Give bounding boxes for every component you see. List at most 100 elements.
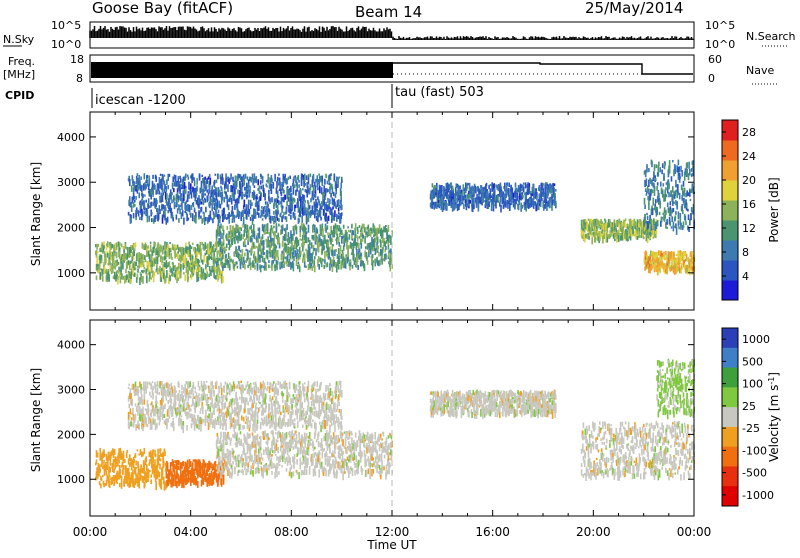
echo-cell <box>284 174 286 178</box>
echo-cell <box>260 180 262 184</box>
echo-cell <box>278 257 280 261</box>
echo-cell <box>185 174 187 179</box>
echo-cell <box>144 267 146 270</box>
echo-cell <box>675 211 677 215</box>
echo-cell <box>222 249 224 254</box>
echo-cell <box>332 250 334 257</box>
y-tick-label: 3000 <box>57 176 85 189</box>
echo-cell <box>151 218 153 222</box>
echo-cell <box>251 202 253 206</box>
echo-cell <box>220 233 222 240</box>
echo-cell <box>676 254 678 256</box>
echo-cell <box>181 265 183 268</box>
echo-cell <box>666 219 668 222</box>
echo-cell <box>475 187 477 194</box>
echo-cell <box>119 242 121 246</box>
echo-cell <box>196 193 198 195</box>
echo-cell <box>683 191 685 197</box>
echo-cell <box>312 252 314 255</box>
echo-cell <box>258 205 260 211</box>
echo-cell <box>99 263 101 270</box>
echo-cell <box>378 245 380 249</box>
echo-cell <box>300 233 302 238</box>
echo-cell <box>181 204 183 210</box>
echo-cell <box>372 254 374 258</box>
echo-cell <box>599 237 601 242</box>
echo-cell <box>298 218 300 222</box>
echo-cell <box>162 185 164 192</box>
echo-cell <box>240 250 242 253</box>
echo-cell <box>244 264 246 269</box>
echo-cell <box>264 258 266 262</box>
echo-cell <box>278 237 280 244</box>
echo-cell <box>193 177 195 181</box>
echo-cell <box>262 176 264 181</box>
echo-cell <box>656 186 658 191</box>
echo-cell <box>133 196 135 199</box>
echo-cell <box>147 210 149 218</box>
cpid-segment-tau: tau (fast) 503 <box>395 85 484 100</box>
echo-cell <box>591 237 593 245</box>
echo-cell <box>324 259 326 264</box>
echo-cell <box>327 225 329 230</box>
echo-cell <box>388 244 390 249</box>
echo-cell <box>683 253 685 259</box>
echo-cell <box>300 251 302 255</box>
echo-cell <box>269 248 271 252</box>
echo-cell <box>283 190 285 194</box>
echo-cell <box>390 251 392 253</box>
echo-cell <box>656 252 658 257</box>
echo-cell <box>99 272 101 280</box>
echo-cell <box>338 265 340 270</box>
echo-cell <box>507 205 509 209</box>
echo-cell <box>178 176 180 178</box>
freq-panel: Freq. [MHz] 18 8 60 0 Nave <box>3 53 778 85</box>
echo-cell <box>271 197 273 202</box>
echo-cell <box>335 249 337 252</box>
echo-cell <box>325 174 327 178</box>
echo-cell <box>239 211 241 217</box>
echo-cell <box>323 265 325 269</box>
echo-cell <box>523 187 525 193</box>
echo-cell <box>131 206 133 212</box>
echo-cell <box>679 193 681 199</box>
echo-cell <box>666 268 668 274</box>
echo-cell <box>221 188 223 192</box>
y-tick-label: 1000 <box>57 267 85 280</box>
echo-cell <box>473 197 475 204</box>
echo-cell <box>355 223 357 230</box>
echo-cell <box>243 174 245 177</box>
echo-cell <box>347 226 349 228</box>
echo-cell <box>671 226 673 228</box>
echo-cell <box>146 276 148 283</box>
echo-cell <box>278 224 280 227</box>
echo-cell <box>169 275 171 281</box>
nsearch-tick-bottom: 10^0 <box>705 38 735 51</box>
echo-cell <box>218 265 220 272</box>
echo-cell <box>212 207 214 209</box>
echo-cell <box>332 206 334 209</box>
echo-cell <box>684 188 686 192</box>
echo-cell <box>159 209 161 214</box>
echo-cell <box>678 220 680 226</box>
echo-cell <box>144 270 146 273</box>
echo-cell <box>659 167 661 172</box>
echo-cell <box>690 213 692 220</box>
echo-cell <box>239 231 241 233</box>
echo-cell <box>149 216 151 222</box>
echo-cell <box>196 178 198 185</box>
echo-cell <box>247 195 249 198</box>
echo-cell <box>250 217 252 221</box>
echo-cell <box>132 181 134 183</box>
echo-cell <box>234 215 236 223</box>
echo-cell <box>162 195 164 202</box>
echo-cell <box>687 209 689 212</box>
echo-cell <box>108 274 110 282</box>
echo-cell <box>286 216 288 222</box>
echo-cell <box>220 216 222 219</box>
nave-tick-bottom: 0 <box>708 72 715 85</box>
echo-cell <box>149 179 151 187</box>
echo-cell <box>658 162 660 167</box>
echo-cell <box>366 252 368 256</box>
echo-cell <box>215 275 217 280</box>
